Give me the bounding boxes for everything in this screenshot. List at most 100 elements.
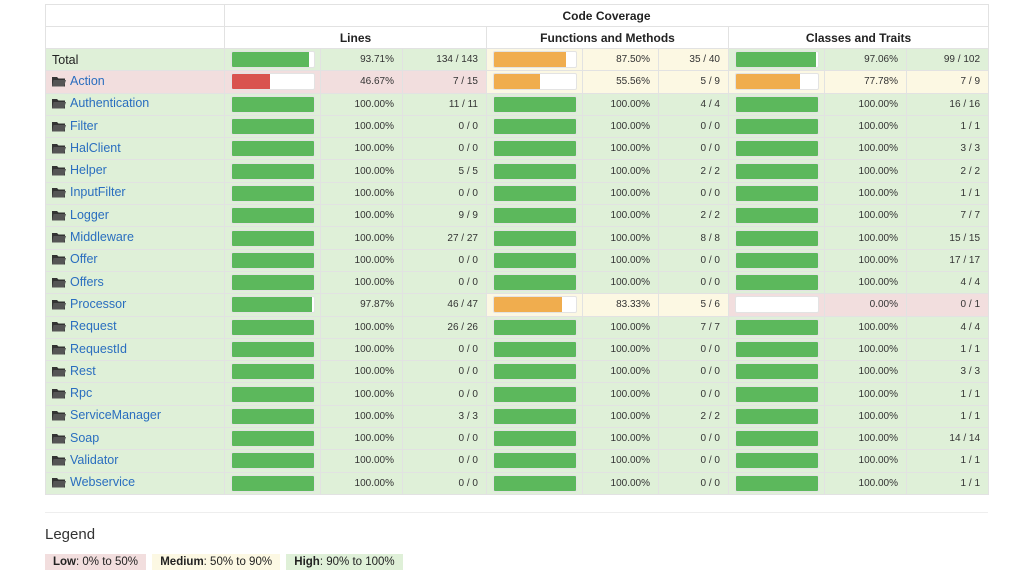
functions-bar-cell (486, 270, 583, 295)
classes-bar-cell (728, 315, 825, 339)
classes-bar-cell (728, 293, 825, 317)
functions-progress-fill (494, 319, 576, 335)
classes-count: 7 / 9 (905, 70, 990, 94)
functions-progress-fill (494, 431, 576, 447)
row-name-cell: HalClient (45, 137, 225, 161)
directory-link[interactable]: Validator (70, 452, 119, 467)
classes-bar-cell (728, 360, 825, 384)
lines-progress-bar (231, 385, 315, 403)
lines-percent: 97.87% (320, 293, 403, 317)
classes-count: 14 / 14 (905, 427, 990, 451)
functions-count: 0 / 0 (658, 137, 729, 161)
directory-link[interactable]: HalClient (70, 140, 121, 155)
folder-icon (52, 410, 66, 424)
classes-progress-fill (736, 185, 818, 201)
functions-count: 0 / 0 (658, 360, 729, 384)
directory-link[interactable]: Middleware (70, 230, 134, 245)
functions-count: 5 / 6 (658, 293, 729, 317)
header-classes: Classes and Traits (727, 26, 990, 49)
legend-high: High: 90% to 100% (286, 554, 403, 570)
functions-bar-cell (486, 337, 583, 362)
table-row: Webservice 100.00% 0 / 0 100.00% 0 / 0 100.00… (45, 471, 990, 495)
functions-progress-bar (493, 407, 577, 425)
directory-link[interactable]: RequestId (70, 341, 127, 356)
functions-percent: 100.00% (582, 248, 659, 272)
directory-link[interactable]: Logger (70, 207, 109, 222)
functions-progress-bar (493, 162, 577, 180)
lines-percent: 100.00% (320, 159, 403, 183)
classes-count: 15 / 15 (905, 226, 990, 250)
legend-low-label: Low (53, 556, 76, 568)
lines-progress-bar (231, 140, 315, 158)
lines-progress-fill (232, 275, 314, 291)
functions-bar-cell (486, 137, 583, 161)
classes-count: 4 / 4 (905, 315, 990, 339)
classes-count: 1 / 1 (905, 449, 990, 473)
functions-bar-cell (486, 47, 583, 72)
table-row: Action 46.67% 7 / 15 55.56% 5 / 9 77.78% 7 / 9 (45, 70, 990, 94)
lines-count: 0 / 0 (402, 114, 487, 139)
directory-link[interactable]: InputFilter (70, 185, 126, 200)
directory-link[interactable]: Rest (70, 363, 96, 378)
lines-count: 0 / 0 (402, 427, 487, 451)
lines-progress-fill (232, 319, 314, 335)
functions-count: 2 / 2 (658, 159, 729, 183)
table-row: Offers 100.00% 0 / 0 100.00% 0 / 0 100.00% 4 /… (45, 270, 990, 295)
legend-low: Low: 0% to 50% (45, 554, 147, 570)
classes-progress-bar (735, 341, 819, 358)
directory-link[interactable]: Rpc (70, 386, 93, 401)
classes-percent: 100.00% (824, 471, 907, 495)
functions-progress-fill (494, 96, 576, 112)
lines-percent: 100.00% (320, 181, 403, 206)
functions-count: 0 / 0 (658, 471, 729, 495)
lines-bar-cell (224, 226, 321, 250)
lines-count: 0 / 0 (402, 449, 487, 473)
lines-count: 7 / 15 (402, 70, 487, 94)
classes-count: 3 / 3 (905, 137, 990, 161)
lines-count: 0 / 0 (402, 137, 487, 161)
functions-progress-fill (494, 141, 576, 157)
functions-bar-cell (486, 181, 583, 206)
directory-link[interactable]: Offers (70, 274, 104, 289)
classes-percent: 100.00% (824, 92, 907, 116)
functions-progress-fill (494, 275, 576, 291)
lines-progress-fill (232, 208, 314, 224)
directory-link[interactable]: Helper (70, 163, 107, 178)
classes-progress-bar (735, 363, 819, 381)
lines-percent: 100.00% (320, 92, 403, 116)
directory-link[interactable]: Soap (70, 430, 100, 445)
functions-progress-bar (493, 341, 577, 358)
classes-progress-bar (735, 452, 819, 470)
folder-icon (52, 165, 66, 179)
classes-progress-bar (735, 296, 819, 314)
classes-bar-cell (728, 382, 825, 406)
row-name-cell: InputFilter (45, 181, 225, 206)
lines-progress-fill (232, 252, 314, 268)
classes-count: 1 / 1 (905, 181, 990, 206)
directory-link[interactable]: Request (70, 319, 117, 334)
directory-link[interactable]: Webservice (70, 475, 136, 490)
directory-link[interactable]: Processor (70, 296, 127, 311)
functions-progress-bar (493, 207, 577, 225)
classes-progress-bar (735, 95, 819, 113)
directory-link[interactable]: Action (70, 73, 105, 88)
lines-bar-cell (224, 315, 321, 339)
directory-link[interactable]: Offer (70, 252, 98, 267)
classes-bar-cell (728, 114, 825, 139)
functions-percent: 100.00% (582, 382, 659, 406)
classes-percent: 100.00% (824, 226, 907, 250)
classes-progress-bar (735, 51, 819, 69)
classes-bar-cell (728, 226, 825, 250)
lines-progress-bar (231, 251, 315, 269)
directory-link[interactable]: Authentication (70, 96, 150, 111)
row-name-cell: Helper (45, 159, 225, 183)
classes-bar-cell (728, 270, 825, 295)
directory-link[interactable]: Filter (70, 118, 98, 133)
legend-medium-range: : 50% to 90% (203, 556, 273, 568)
directory-link[interactable]: ServiceManager (70, 408, 162, 423)
classes-progress-bar (735, 274, 819, 292)
folder-icon (52, 388, 66, 402)
classes-count: 1 / 1 (905, 471, 990, 495)
classes-progress-fill (736, 74, 800, 90)
classes-progress-bar (735, 430, 819, 448)
